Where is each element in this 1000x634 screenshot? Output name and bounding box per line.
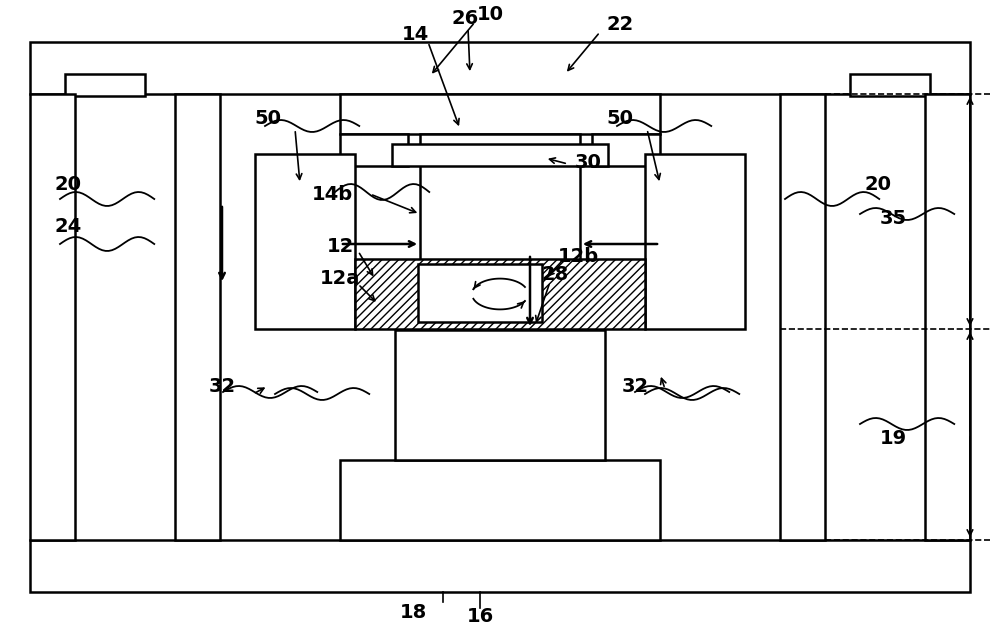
Bar [355,259,645,329]
Bar [65,74,145,96]
Bar [340,460,660,540]
Bar [395,330,605,460]
Bar [850,74,930,96]
Text: 24: 24 [54,216,82,235]
Bar [420,134,580,294]
Text: 14: 14 [401,25,429,44]
Bar [925,94,970,540]
Bar [175,94,220,540]
Text: 28: 28 [541,264,569,283]
Text: 20: 20 [864,174,892,193]
Bar [645,154,745,329]
Bar [780,94,825,540]
Text: 20: 20 [54,174,82,193]
Bar [30,94,75,540]
Bar [340,94,660,134]
Bar [392,144,608,166]
Text: 12b: 12b [557,247,599,266]
Text: 50: 50 [254,110,282,129]
Bar [592,134,660,166]
Bar [30,540,970,592]
Text: 10: 10 [477,4,504,23]
Bar [418,264,542,322]
Bar [30,42,970,94]
Text: 30: 30 [575,153,601,172]
Text: 50: 50 [606,110,634,129]
Text: 16: 16 [466,607,494,626]
Text: 35: 35 [879,209,907,228]
Text: 26: 26 [451,10,479,29]
Text: 12a: 12a [320,269,360,288]
Text: 18: 18 [399,602,427,621]
Text: 19: 19 [879,429,907,448]
Text: 32: 32 [621,377,649,396]
Bar [340,134,408,166]
Text: 32: 32 [208,377,236,396]
Text: 14b: 14b [311,184,353,204]
Text: 12: 12 [326,236,354,256]
Bar [255,154,355,329]
Text: 22: 22 [606,15,634,34]
